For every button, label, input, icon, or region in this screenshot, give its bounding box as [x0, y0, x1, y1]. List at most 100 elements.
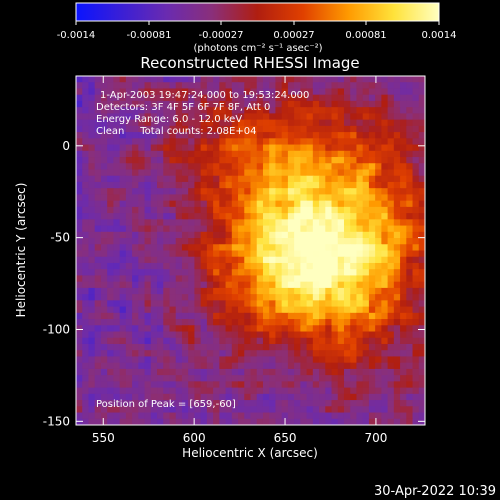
- heatmap-cell: [188, 300, 196, 308]
- heatmap-cell: [157, 250, 164, 258]
- heatmap-cell: [287, 82, 295, 90]
- heatmap-cell: [150, 256, 158, 264]
- heatmap-cell: [107, 107, 114, 114]
- heatmap-cell: [113, 157, 121, 164]
- heatmap-cell: [194, 281, 202, 289]
- heatmap-cell: [163, 337, 171, 345]
- heatmap-cell: [100, 181, 108, 189]
- heatmap-cell: [319, 175, 326, 183]
- heatmap-cell: [356, 132, 364, 139]
- heatmap-cell: [200, 393, 208, 401]
- heatmap-cell: [244, 213, 252, 220]
- heatmap-cell: [294, 175, 301, 183]
- heatmap-cell: [319, 206, 326, 214]
- heatmap-cell: [300, 406, 308, 414]
- heatmap-cell: [325, 300, 333, 308]
- heatmap-cell: [200, 400, 208, 407]
- heatmap-cell: [337, 94, 345, 102]
- heatmap-cell: [125, 269, 133, 277]
- heatmap-cell: [225, 82, 233, 90]
- heatmap-cell: [82, 350, 90, 358]
- heatmap-cell: [82, 256, 90, 264]
- heatmap-cell: [200, 312, 208, 320]
- heatmap-cell: [406, 250, 414, 258]
- heatmap-cell: [107, 375, 114, 382]
- heatmap-cell: [94, 319, 102, 326]
- heatmap-cell: [325, 387, 333, 395]
- heatmap-cell: [325, 281, 333, 289]
- heatmap-cell: [393, 157, 401, 164]
- heatmap-cell: [381, 119, 389, 127]
- heatmap-cell: [244, 387, 252, 395]
- colorbar: -0.0014 -0.00081 -0.00027 0.00027 0.00081 0.0…: [57, 2, 457, 54]
- heatmap-cell: [125, 213, 133, 220]
- heatmap-cell: [362, 350, 370, 358]
- heatmap-cell: [300, 350, 308, 358]
- heatmap-cell: [337, 312, 345, 320]
- heatmap-cell: [169, 244, 177, 252]
- heatmap-cell: [219, 418, 227, 425]
- heatmap-cell: [219, 150, 227, 158]
- heatmap-cell: [157, 169, 164, 177]
- heatmap-cell: [200, 294, 208, 301]
- heatmap-cell: [275, 219, 283, 227]
- heatmap-cell: [88, 393, 96, 401]
- heatmap-cell: [356, 281, 364, 289]
- heatmap-cell: [200, 82, 208, 90]
- heatmap-cell: [213, 269, 220, 277]
- heatmap-cell: [200, 375, 208, 382]
- heatmap-cell: [275, 275, 283, 283]
- heatmap-cell: [381, 94, 389, 102]
- heatmap-cell: [188, 76, 196, 83]
- heatmap-cell: [194, 175, 202, 183]
- heatmap-cell: [275, 244, 283, 252]
- heatmap-cell: [269, 362, 277, 370]
- heatmap-cell: [256, 119, 264, 127]
- heatmap-cell: [331, 294, 339, 301]
- heatmap-cell: [231, 275, 239, 283]
- heatmap-cell: [375, 312, 382, 320]
- heatmap-cell: [132, 331, 139, 339]
- heatmap-cell: [144, 132, 152, 139]
- heatmap-cell: [113, 387, 121, 395]
- heatmap-cell: [225, 269, 233, 277]
- heatmap-cell: [132, 94, 139, 102]
- heatmap-cell: [206, 275, 214, 283]
- heatmap-cell: [157, 119, 164, 127]
- annotation-peak-position: Position of Peak = [659,-60]: [96, 399, 236, 410]
- heatmap-cell: [200, 138, 208, 146]
- heatmap-cell: [400, 200, 407, 208]
- heatmap-cell: [188, 169, 196, 177]
- heatmap-cell: [406, 107, 414, 114]
- heatmap-cell: [94, 306, 102, 314]
- heatmap-cell: [144, 82, 152, 90]
- heatmap-cell: [325, 157, 333, 164]
- heatmap-cell: [319, 262, 326, 270]
- heatmap-cell: [356, 262, 364, 270]
- heatmap-cell: [343, 107, 351, 114]
- heatmap-cell: [82, 381, 90, 389]
- heatmap-cell: [256, 250, 264, 258]
- heatmap-cell: [138, 206, 146, 214]
- heatmap-cell: [381, 219, 389, 227]
- heatmap-cell: [418, 306, 425, 314]
- heatmap-cell: [400, 225, 407, 233]
- heatmap-cell: [331, 412, 339, 420]
- heatmap-cell: [163, 350, 171, 358]
- heatmap-cell: [375, 368, 382, 376]
- heatmap-cell: [269, 275, 277, 283]
- heatmap-cell: [300, 125, 308, 133]
- heatmap-cell: [244, 188, 252, 196]
- heatmap-cell: [225, 188, 233, 196]
- heatmap-cell: [119, 244, 127, 252]
- heatmap-cell: [281, 82, 289, 90]
- heatmap-cell: [381, 76, 389, 83]
- heatmap-cell: [350, 393, 358, 401]
- heatmap-cell: [325, 368, 333, 376]
- heatmap-cell: [381, 163, 389, 171]
- heatmap-cell: [319, 250, 326, 258]
- heatmap-cell: [113, 294, 121, 301]
- heatmap-cell: [294, 219, 301, 227]
- heatmap-cell: [362, 163, 370, 171]
- heatmap-cell: [406, 412, 414, 420]
